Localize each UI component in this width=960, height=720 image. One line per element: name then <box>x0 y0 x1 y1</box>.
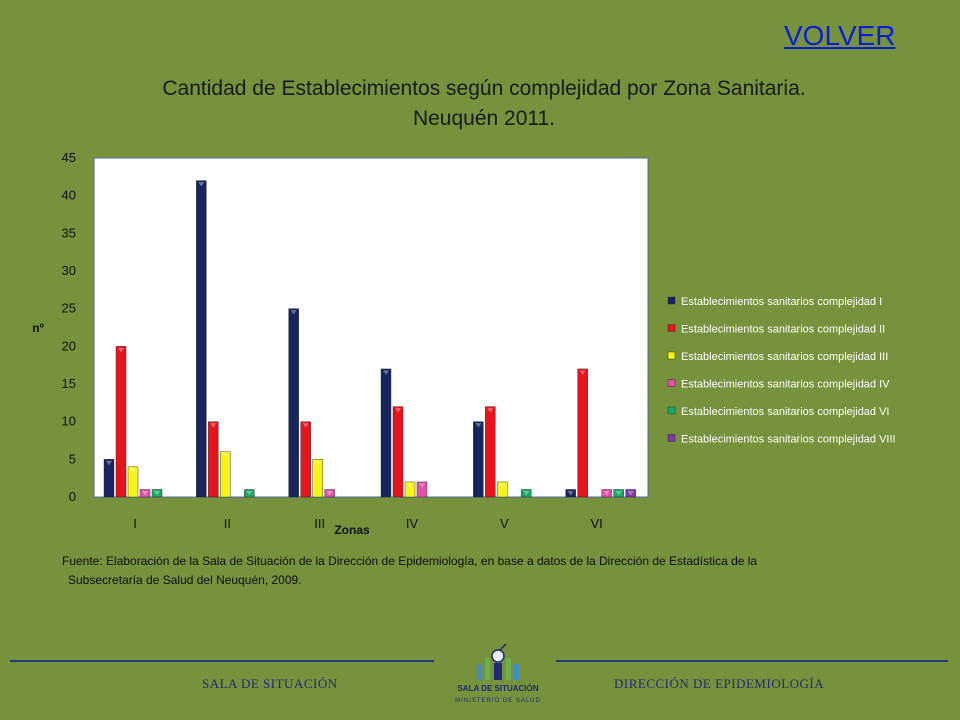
sala-situacion-logo: SALA DE SITUACIÓN MINISTERIO DE SALUD <box>450 642 546 718</box>
bar-cap <box>326 490 333 496</box>
bar-cap <box>222 453 229 458</box>
bar <box>151 489 163 498</box>
bar-cap <box>246 490 253 496</box>
bar-cap <box>523 490 530 496</box>
x-tick-label: IV <box>406 516 419 531</box>
bar <box>521 489 532 498</box>
source-note: Fuente: Elaboración de la Sala de Situac… <box>62 552 882 590</box>
chart-title-line1: Cantidad de Establecimientos según compl… <box>162 77 806 100</box>
footer-divider-right <box>556 660 948 662</box>
x-tick-label: V <box>500 516 509 531</box>
legend-swatch <box>667 324 676 332</box>
bar <box>565 489 576 498</box>
legend-swatch <box>667 406 676 415</box>
bar <box>103 459 115 498</box>
bar-cap <box>579 370 586 375</box>
legend-label: Establecimientos sanitarios complejidad … <box>681 406 890 418</box>
bar-cap <box>603 490 610 496</box>
bar <box>244 489 255 498</box>
bar <box>497 481 508 498</box>
bar-cap <box>154 490 160 496</box>
bar-cap <box>567 490 574 496</box>
y-tick-label: 0 <box>69 489 76 504</box>
bar-cap <box>475 423 482 428</box>
bar-cap <box>615 490 622 496</box>
bar <box>392 406 404 498</box>
source-line2: Subsecretaría de Salud del Neuquén, 2009… <box>68 573 302 587</box>
bar-cap <box>395 408 401 413</box>
bar-cap <box>130 468 136 473</box>
x-tick-label: III <box>314 516 325 531</box>
bar <box>288 308 299 498</box>
bar <box>115 346 127 498</box>
volver-link[interactable]: VOLVER <box>784 20 896 51</box>
source-line1: Fuente: Elaboración de la Sala de Situac… <box>62 554 758 568</box>
bar <box>208 421 219 498</box>
legend-swatch <box>667 351 676 360</box>
legend-swatch <box>667 379 676 387</box>
legend-label: Establecimientos sanitarios complejidad … <box>681 351 888 363</box>
bar <box>577 368 588 498</box>
footer-left-text: SALA DE SITUACIÓN <box>202 676 338 691</box>
x-axis-label: Zonas <box>334 523 370 537</box>
bar-cap <box>198 182 205 187</box>
bar-cap <box>290 310 297 315</box>
bar <box>300 421 311 498</box>
y-tick-label: 45 <box>62 150 76 165</box>
bar <box>601 489 612 498</box>
x-tick-label: I <box>133 516 137 531</box>
y-tick-label: 30 <box>62 263 76 278</box>
legend-swatch <box>667 434 676 442</box>
bar-cap <box>383 370 389 375</box>
logo-title: SALA DE SITUACIÓN <box>457 684 539 693</box>
bar-cap <box>407 483 413 488</box>
logo-figures-icon <box>477 643 519 680</box>
y-tick-label: 25 <box>62 301 76 316</box>
y-tick-label: 10 <box>62 414 76 429</box>
bar <box>324 489 335 498</box>
plot-area <box>93 157 649 498</box>
bar-cap <box>142 490 148 496</box>
legend-label: Establecimientos sanitarios complejidad … <box>681 296 882 308</box>
bar <box>220 451 231 498</box>
y-tick-label: 20 <box>62 338 76 353</box>
y-tick-label: 35 <box>62 225 76 240</box>
x-tick-label: VI <box>591 516 603 531</box>
chart-title: Cantidad de Establecimientos según compl… <box>80 74 888 134</box>
y-axis-label: nº <box>32 321 44 335</box>
bar <box>625 489 636 498</box>
bar-cap <box>314 460 321 466</box>
bar <box>473 421 484 498</box>
bar <box>312 459 323 498</box>
bar <box>416 481 428 498</box>
logo-subtitle: MINISTERIO DE SALUD <box>455 698 541 704</box>
bar-cap <box>499 483 506 488</box>
bar <box>485 406 496 498</box>
y-tick-label: 40 <box>62 188 76 203</box>
bar-cap <box>118 347 124 353</box>
footer-right-text: DIRECCIÓN DE EPIDEMIOLOGÍA <box>614 676 825 691</box>
bar-cap <box>487 408 494 413</box>
legend-label: Establecimientos sanitarios complejidad … <box>681 434 896 446</box>
bar-cap <box>210 423 217 428</box>
bar <box>380 368 392 498</box>
bar <box>139 489 151 498</box>
bar-cap <box>419 483 425 488</box>
bar <box>196 180 207 498</box>
x-tick-label: II <box>224 516 231 531</box>
bar <box>127 466 139 498</box>
bar <box>613 489 624 498</box>
legend-swatch <box>667 296 676 305</box>
bar <box>404 481 416 498</box>
legend-label: Establecimientos sanitarios complejidad … <box>681 324 885 336</box>
legend-label: Establecimientos sanitarios complejidad … <box>681 379 890 391</box>
y-tick-label: 5 <box>69 451 76 466</box>
bar-cap <box>627 490 634 496</box>
bar-cap <box>302 423 309 428</box>
chart-title-line2: Neuquén 2011. <box>412 107 556 130</box>
footer-divider-left <box>10 660 434 662</box>
y-tick-label: 15 <box>62 376 76 391</box>
bar-cap <box>106 460 112 466</box>
